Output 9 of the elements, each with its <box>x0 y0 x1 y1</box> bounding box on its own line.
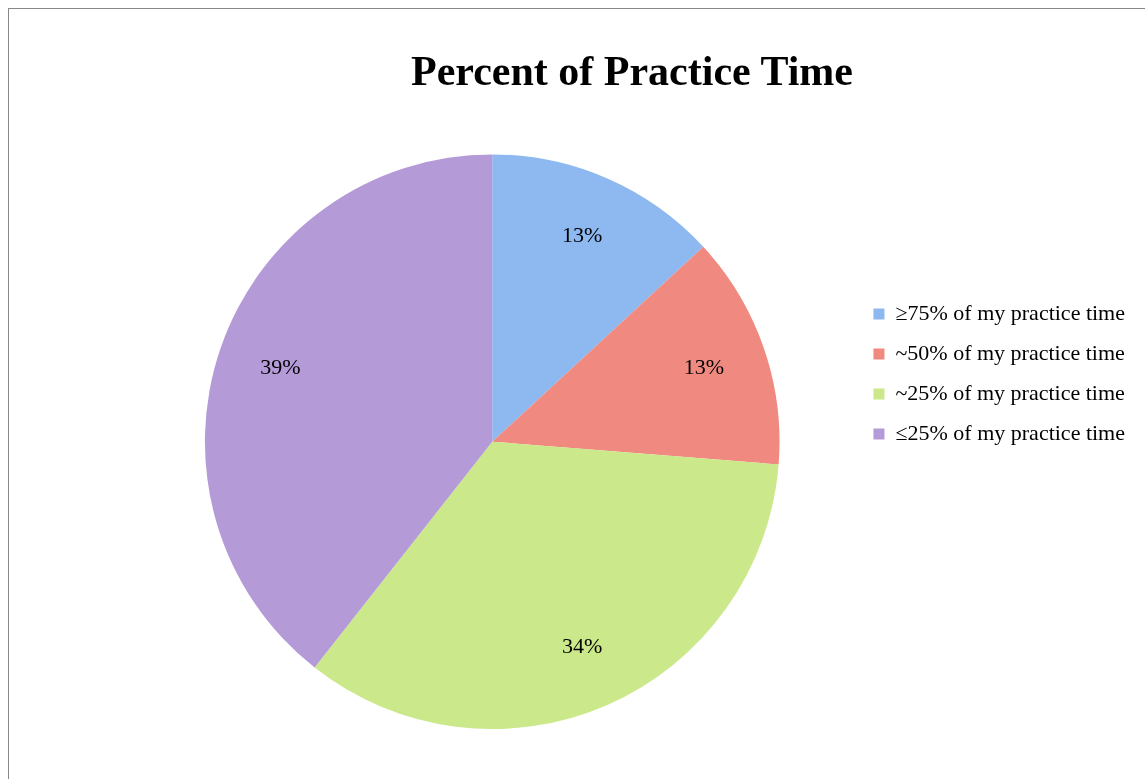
legend-label: ≤25% of my practice time <box>895 419 1126 445</box>
data-label: 13% <box>683 354 725 380</box>
chart-title: Percent of Practice Time <box>411 48 853 95</box>
data-label: 34% <box>561 632 603 658</box>
legend-label: ~50% of my practice time <box>895 339 1125 365</box>
legend-label: ~25% of my practice time <box>895 379 1125 405</box>
data-label: 13% <box>561 222 603 248</box>
legend-label: ≥75% of my practice time <box>895 299 1126 325</box>
data-label: 39% <box>260 354 301 380</box>
